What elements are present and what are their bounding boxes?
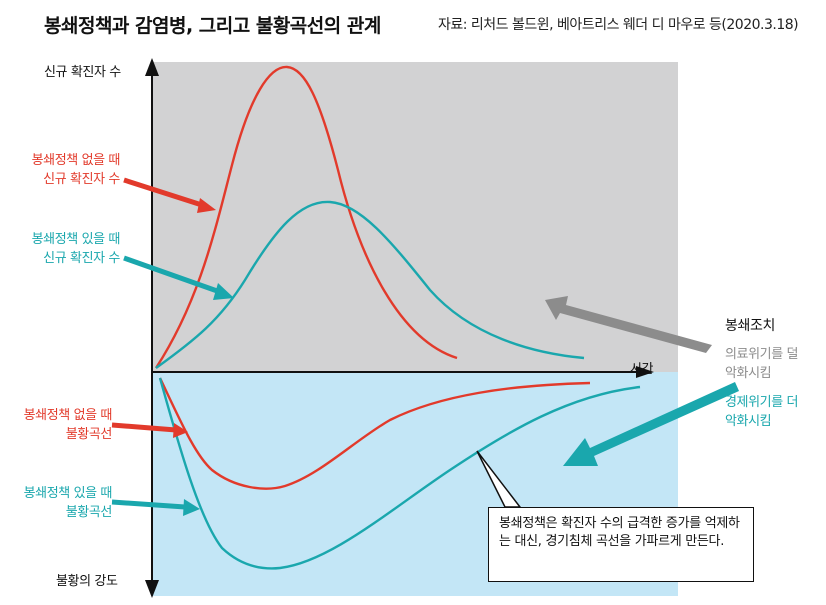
infection-panel-bg	[152, 62, 678, 372]
label-infection-no-policy: 봉쇄정책 없을 때 신규 확진자 수	[2, 151, 121, 189]
y-axis-top-label: 신규 확진자 수	[44, 65, 121, 80]
label-recession-with-policy: 봉쇄정책 있을 때 불황곡선	[2, 484, 113, 522]
lockdown-medical-arrow	[545, 296, 712, 353]
x-axis-arrow	[636, 366, 654, 378]
legend-economic: 경제위기를 더 악화시킴	[725, 393, 798, 431]
label-recession-with-policy-line2: 불황곡선	[65, 505, 113, 520]
label-recession-no-policy: 봉쇄정책 없을 때 불황곡선	[2, 406, 113, 444]
legend-medical-line1: 의료위기를 덜	[725, 347, 799, 362]
infection-curve-with-policy	[155, 200, 585, 369]
legend-economic-line1: 경제위기를 더	[725, 395, 799, 410]
arrow-infection-no-policy	[123, 177, 206, 209]
lockdown-economic-arrow	[563, 382, 739, 466]
label-recession-no-policy-line2: 불황곡선	[65, 427, 113, 442]
label-infection-with-policy-line2: 신규 확진자 수	[43, 251, 120, 266]
arrow-infection-with-policy	[123, 255, 221, 295]
page-title: 봉쇄정책과 감염병, 그리고 불황곡선의 관계	[44, 15, 381, 37]
label-infection-with-policy-line1: 봉쇄정책 있을 때	[31, 232, 121, 247]
infection-curve-no-policy	[154, 65, 458, 369]
explanation-callout: 봉쇄정책은 확진자 수의 급격한 증가를 억제하는 대신, 경기침체 곡선을 가…	[488, 507, 754, 582]
label-recession-with-policy-line1: 봉쇄정책 있을 때	[23, 486, 113, 501]
recession-curve-no-policy	[158, 377, 591, 490]
arrow-infection-no-policy-head	[197, 198, 216, 213]
recession-curve-with-policy	[158, 377, 641, 570]
arrow-recession-no-policy	[111, 422, 177, 433]
y-axis-bottom-label: 불황의 강도	[56, 574, 118, 589]
label-recession-no-policy-line1: 봉쇄정책 없을 때	[23, 408, 113, 423]
legend-lockdown: 봉쇄조치	[725, 318, 775, 334]
arrow-recession-no-policy-head	[173, 423, 188, 438]
legend-medical: 의료위기를 덜 악화시킴	[725, 345, 798, 383]
label-infection-no-policy-line1: 봉쇄정책 없을 때	[31, 153, 121, 168]
legend-medical-line2: 악화시킴	[725, 366, 772, 381]
source-note: 자료: 리처드 볼드윈, 베아트리스 웨더 디 마우로 등(2020.3.18)	[438, 17, 799, 33]
x-axis-label: 시간	[630, 362, 654, 377]
legend-economic-line2: 악화시킴	[725, 414, 772, 429]
arrow-infection-with-policy-head	[213, 283, 234, 300]
arrow-recession-with-policy	[111, 499, 186, 510]
y-axis-top-arrow	[145, 58, 159, 76]
label-infection-with-policy: 봉쇄정책 있을 때 신규 확진자 수	[2, 230, 121, 268]
arrow-recession-with-policy-head	[183, 499, 200, 516]
label-infection-no-policy-line2: 신규 확진자 수	[43, 172, 120, 187]
y-axis-bottom-arrow	[145, 580, 159, 598]
